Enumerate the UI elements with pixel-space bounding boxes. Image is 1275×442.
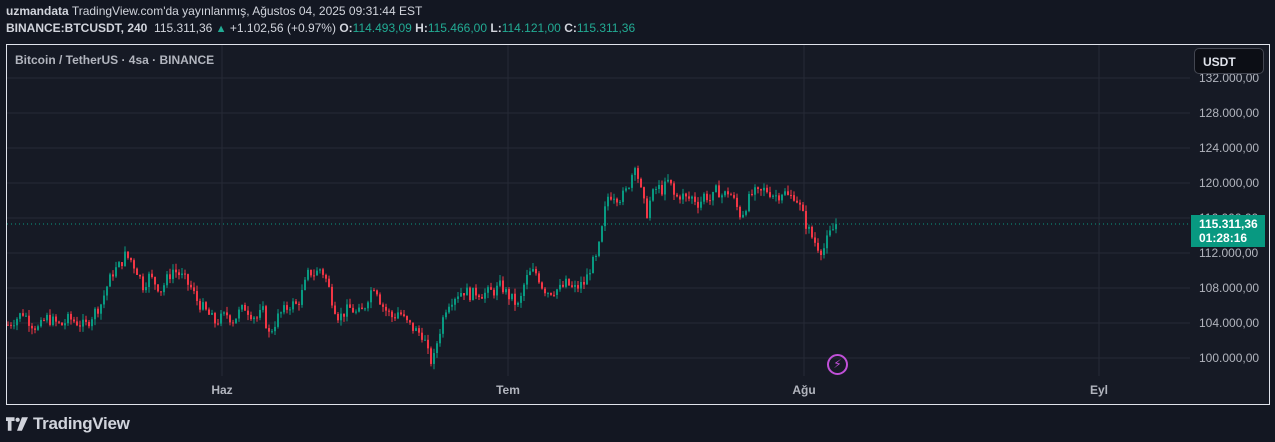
- price-tick-label: 124.000,00: [1199, 141, 1260, 155]
- close-label: C:: [564, 21, 577, 35]
- up-arrow-icon: ▲: [215, 23, 227, 35]
- symbol-info-row: BINANCE:BTCUSDT, 240 115.311,36 ▲ +1.102…: [6, 21, 635, 37]
- publish-info: uzmandata TradingView.com'da yayınlanmış…: [6, 4, 422, 19]
- price-tick-label: 104.000,00: [1199, 316, 1260, 330]
- time-tick-label: Haz: [211, 383, 233, 397]
- last-price: 115.311,36: [154, 21, 213, 35]
- close-value: 115.311,36: [576, 21, 636, 35]
- open-label: O:: [339, 21, 353, 35]
- low-label: L:: [490, 21, 502, 35]
- time-tick-label: Ağu: [792, 383, 816, 397]
- chart-legend-title: Bitcoin / TetherUS · 4sa · BINANCE: [15, 53, 215, 67]
- price-tick-label: 112.000,00: [1199, 246, 1259, 260]
- price-change: +1.102,56 (+0.97%): [229, 21, 336, 35]
- price-tick-label: 120.000,00: [1199, 176, 1260, 190]
- time-tick-label: Tem: [496, 383, 520, 397]
- chart-grid: [7, 45, 1190, 376]
- time-tick-label: Eyl: [1089, 383, 1109, 397]
- symbol-label: BINANCE:BTCUSDT, 240: [6, 21, 148, 35]
- author-name[interactable]: uzmandata: [6, 4, 69, 18]
- published-text: TradingView.com'da yayınlanmış, Ağustos …: [71, 4, 423, 18]
- currency-button[interactable]: USDT: [1194, 48, 1264, 74]
- bar-countdown: 01:28:16: [1199, 231, 1248, 245]
- tradingview-logo[interactable]: TradingView: [6, 414, 130, 434]
- event-bolt-icon[interactable]: ⚡: [827, 354, 848, 375]
- tradingview-brand: TradingView: [33, 414, 130, 433]
- last-price-label: 115.311,36 01:28:16: [1191, 215, 1265, 247]
- price-tick-label: 108.000,00: [1199, 281, 1260, 295]
- low-value: 114.121,00: [501, 21, 561, 35]
- tv-logo-icon: [6, 417, 28, 431]
- open-value: 114.493,09: [352, 21, 412, 35]
- last-price-value: 115.311,36: [1199, 217, 1258, 231]
- high-value: 115.466,00: [427, 21, 488, 35]
- price-tick-label: 128.000,00: [1199, 106, 1260, 120]
- candles: [7, 165, 837, 370]
- high-label: H:: [415, 21, 428, 35]
- price-tick-label: 132.000,00: [1199, 71, 1260, 85]
- price-tick-label: 100.000,00: [1199, 351, 1260, 365]
